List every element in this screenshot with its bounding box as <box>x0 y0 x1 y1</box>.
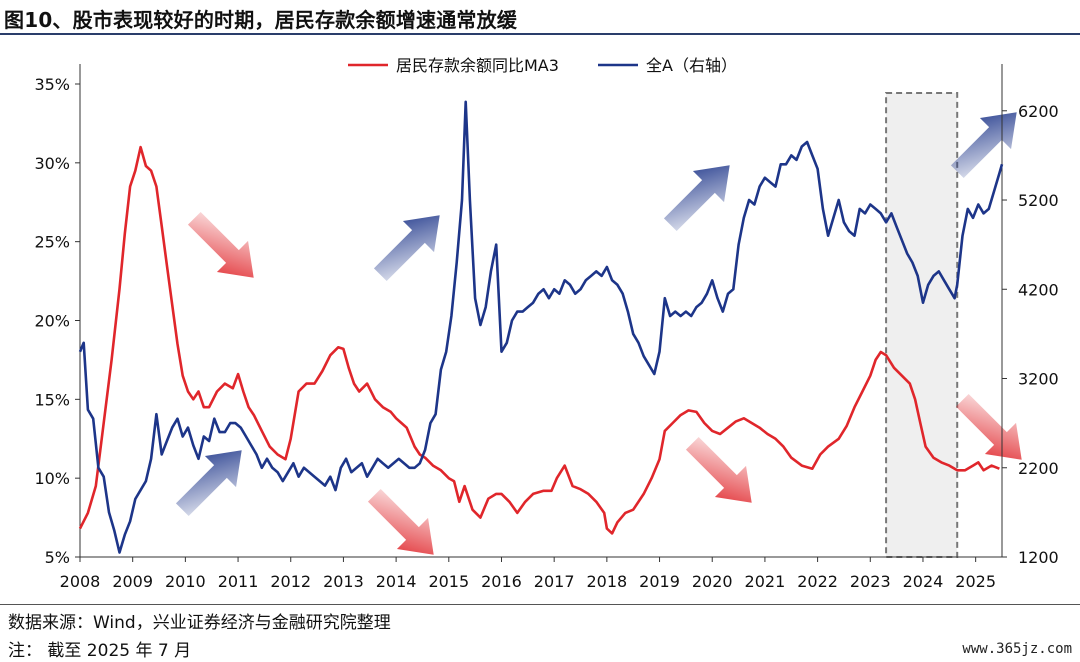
right-tick-label: 6200 <box>1018 102 1059 121</box>
x-tick-label: 2022 <box>797 572 838 591</box>
left-tick-label: 20% <box>34 312 70 331</box>
x-tick-label: 2021 <box>745 572 786 591</box>
footer-divider <box>0 604 1080 605</box>
x-tick-label: 2009 <box>112 572 153 591</box>
left-tick-label: 10% <box>34 469 70 488</box>
down-arrow-icon <box>685 436 752 503</box>
x-tick-label: 2016 <box>481 572 522 591</box>
chart: 5% 10% 15% 20% 25% 30% 35% 1200 2200 3200 4200 5200… <box>34 56 1059 591</box>
down-arrow-icon <box>367 488 434 555</box>
right-tick-label: 5200 <box>1018 191 1059 210</box>
x-tick-label: 2025 <box>955 572 996 591</box>
left-tick-label: 25% <box>34 233 70 252</box>
left-tick-label: 30% <box>34 154 70 173</box>
legend-deposit-growth-label: 居民存款余额同比MA3 <box>396 56 559 75</box>
chart-title: 图10、股市表现较好的时期，居民存款余额增速通常放缓 <box>4 8 518 32</box>
up-arrow-icon <box>373 215 440 282</box>
down-arrow-icon <box>955 393 1022 460</box>
x-tick-label: 2012 <box>270 572 311 591</box>
legend-all-a-label: 全A（右轴） <box>646 56 737 75</box>
data-source: 数据来源：Wind，兴业证券经济与金融研究院整理 <box>8 613 391 633</box>
x-tick-label: 2008 <box>60 572 101 591</box>
left-tick-label: 5% <box>45 548 70 567</box>
up-arrow-icon <box>663 165 730 232</box>
x-tick-label: 2011 <box>218 572 259 591</box>
up-arrow-icon <box>950 112 1017 179</box>
x-tick-label: 2013 <box>323 572 364 591</box>
series-line-all-a <box>78 100 1004 554</box>
watermark: www.365jz.com <box>962 641 1072 657</box>
right-tick-label: 2200 <box>1018 459 1059 478</box>
x-tick-label: 2010 <box>165 572 206 591</box>
x-tick-label: 2024 <box>903 572 944 591</box>
title-underline <box>0 33 1080 35</box>
right-tick-label: 3200 <box>1018 370 1059 389</box>
series-line-deposit-growth <box>78 145 1000 535</box>
x-tick-label: 2019 <box>639 572 680 591</box>
x-tick-label: 2014 <box>376 572 417 591</box>
left-tick-label: 35% <box>34 75 70 94</box>
highlight-region <box>885 92 959 558</box>
x-tick-label: 2020 <box>692 572 733 591</box>
footnote: 注： 截至 2025 年 7 月 <box>8 641 192 661</box>
x-tick-label: 2017 <box>534 572 575 591</box>
left-tick-label: 15% <box>34 390 70 409</box>
up-arrow-icon <box>175 450 242 517</box>
x-tick-label: 2023 <box>850 572 891 591</box>
right-tick-label: 1200 <box>1018 548 1059 567</box>
right-tick-label: 4200 <box>1018 280 1059 299</box>
down-arrow-icon <box>187 211 254 278</box>
x-tick-label: 2015 <box>428 572 469 591</box>
x-tick-label: 2018 <box>586 572 627 591</box>
